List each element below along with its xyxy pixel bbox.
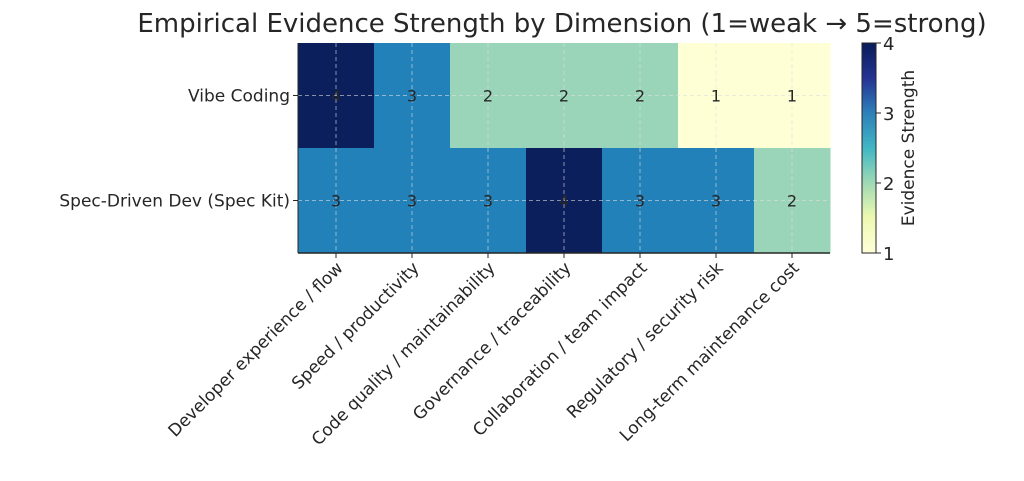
x-tick-label: Regulatory / security risk (563, 258, 728, 423)
cell-value-label: 4 (331, 87, 341, 106)
cell-value-label: 3 (711, 192, 721, 211)
colorbar-tick-label: 2 (883, 174, 894, 195)
x-tick-label: Speed / productivity (288, 258, 423, 393)
cell-value-label: 3 (407, 87, 417, 106)
x-tick-label: Governance / traceability (409, 258, 575, 424)
colorbar-tick-label: 4 (883, 34, 894, 55)
colorbar-tick-label: 1 (883, 244, 894, 265)
cell-value-label: 2 (559, 87, 569, 106)
cell-value-label: 3 (407, 192, 417, 211)
cell-value-label: 2 (483, 87, 493, 106)
cell-value-label: 1 (787, 87, 797, 106)
cell-value-label: 2 (787, 192, 797, 211)
colorbar-label: Evidence Strength (899, 70, 919, 226)
cell-value-label: 2 (635, 87, 645, 106)
cell-value-label: 3 (635, 192, 645, 211)
chart-title: Empirical Evidence Strength by Dimension… (137, 9, 986, 39)
y-tick-label: Vibe Coding (188, 87, 290, 107)
y-tick-label: Spec-Driven Dev (Spec Kit) (59, 192, 290, 212)
colorbar (861, 42, 877, 254)
cell-value-label: 3 (483, 192, 493, 211)
colorbar-tick-label: 3 (883, 104, 894, 125)
cell-value-label: 4 (559, 192, 569, 211)
cell-value-label: 3 (331, 192, 341, 211)
cell-value-label: 1 (711, 87, 721, 106)
